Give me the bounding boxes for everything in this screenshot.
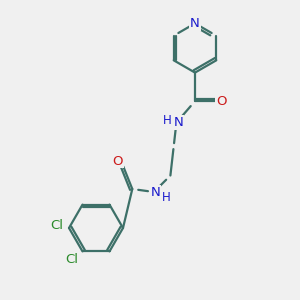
Text: N: N [151,185,160,199]
Text: N: N [190,17,200,30]
Text: H: H [162,191,171,204]
Text: O: O [216,94,227,108]
Text: O: O [113,154,123,168]
Text: N: N [173,116,183,129]
Text: Cl: Cl [50,219,63,232]
Text: Cl: Cl [65,253,79,266]
Text: H: H [162,114,171,128]
